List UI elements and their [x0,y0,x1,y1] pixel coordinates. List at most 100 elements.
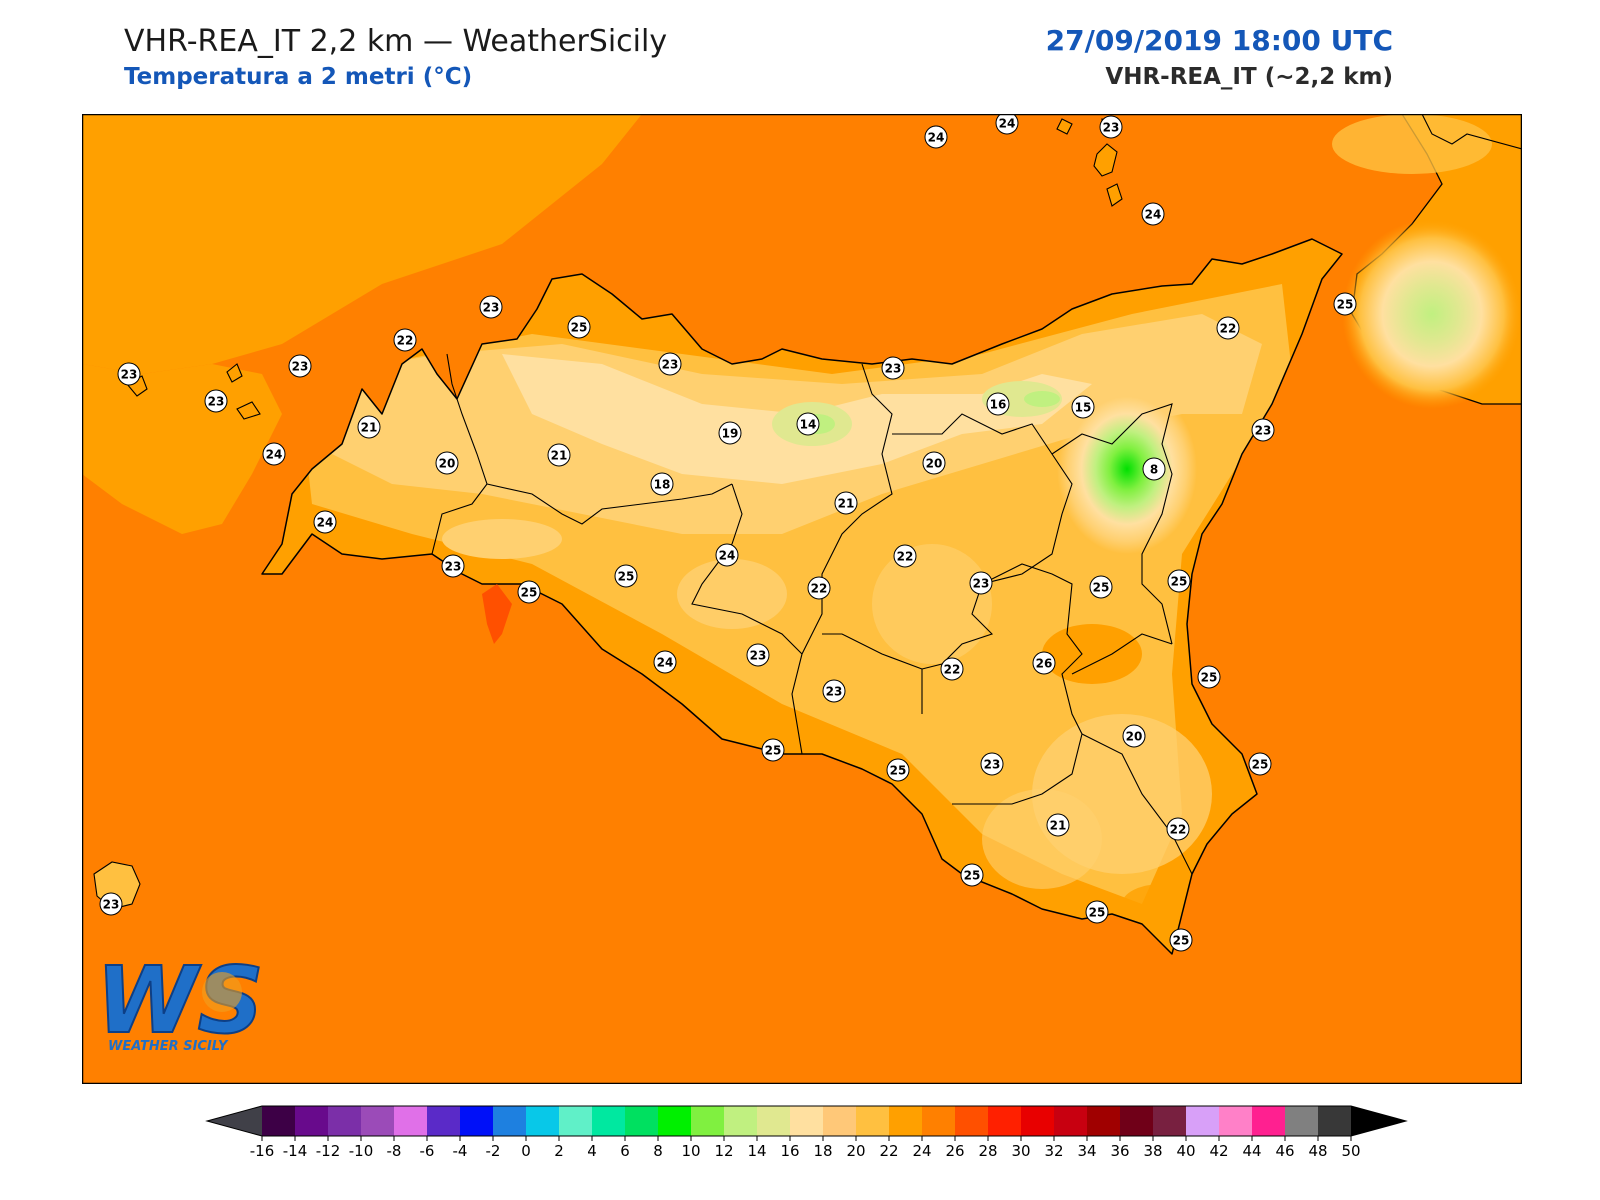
colorbar-tick-label: -2 [486,1142,501,1160]
colorbar-cell [889,1106,923,1136]
colorbar-cell [691,1106,725,1136]
colorbar-cell [955,1106,989,1136]
station-marker: 22 [940,657,964,681]
station-marker: 23 [479,295,503,319]
station-dot [441,554,465,578]
station-value: 21 [551,449,568,463]
colorbar-cell [493,1106,527,1136]
station-value: 24 [719,549,736,563]
colorbar-tick-label: 14 [747,1142,766,1160]
station-marker: 20 [922,451,946,475]
station-marker: 21 [834,491,858,515]
station-dot [1166,817,1190,841]
station-value: 25 [1171,575,1188,589]
colorbar-tick-label: 6 [620,1142,630,1160]
colorbar-cell [328,1106,362,1136]
colorbar-tick-label: 46 [1275,1142,1294,1160]
map-title: VHR-REA_IT 2,2 km — WeatherSicily [124,24,668,59]
province-borders [431,353,1193,875]
station-marker: 24 [924,125,948,149]
calabria-coast [1421,114,1522,150]
colorbar-tick-label: 22 [879,1142,898,1160]
station-marker: 16 [986,392,1010,416]
aeolian-islands [1056,118,1123,207]
station-dot [995,114,1019,135]
colorbar-tick-label: 24 [912,1142,931,1160]
station-value: 19 [722,427,739,441]
station-value: 8 [1150,463,1158,477]
station-dot [1099,115,1123,139]
station-marker: 24 [1141,202,1165,226]
station-marker: 25 [614,564,638,588]
egadi-islands [126,363,261,420]
station-marker: 25 [1248,752,1272,776]
station-marker: 14 [796,412,820,436]
colorbar-tick-label: 18 [813,1142,832,1160]
station-value: 25 [1337,298,1354,312]
station-value: 25 [571,321,588,335]
station-value: 21 [361,421,378,435]
station-value: 23 [750,649,767,663]
colorbar-max-arrow [1351,1106,1406,1136]
station-dot [1089,575,1113,599]
station-marker: 25 [960,863,984,887]
sicily-landmass [261,238,1343,955]
station-marker: 23 [969,571,993,595]
station-marker: 24 [995,114,1019,135]
station-value: 20 [926,457,943,471]
station-dot [479,295,503,319]
station-dot [715,543,739,567]
temperature-map: WS WEATHER SICILY 24 24 23 24 23 25 22 23 23 23 23… [82,114,1522,1084]
colorbar-tick-label: 42 [1209,1142,1228,1160]
colorbar-cell [1318,1106,1352,1136]
station-markers: 24 24 23 24 23 25 22 23 23 23 23 23 25 22 21 24 20 21 19 14… [99,114,1357,952]
station-value: 22 [1220,322,1237,336]
colorbar-tick-label: -10 [349,1142,374,1160]
colorbar-tick-label: 40 [1176,1142,1195,1160]
colorbar-tick-label: -4 [453,1142,468,1160]
weathersicily-logo: WS WEATHER SICILY [95,946,265,1055]
colorbar-cell [1186,1106,1220,1136]
colorbar-tick-label: 38 [1143,1142,1162,1160]
colorbar-tick-label: 2 [554,1142,564,1160]
station-dot [1141,202,1165,226]
station-dot [1142,457,1166,481]
colorbar-tick-label: -14 [283,1142,308,1160]
station-dot [1085,900,1109,924]
station-value: 23 [885,362,902,376]
station-marker: 21 [1046,813,1070,837]
station-dot [986,392,1010,416]
station-value: 23 [662,358,679,372]
calabria-north-warm [1332,114,1492,174]
station-marker: 24 [653,650,677,674]
colorbar-cell [823,1106,857,1136]
station-value: 24 [999,117,1016,131]
station-marker: 25 [567,315,591,339]
sea-warm-band [82,114,642,374]
station-value: 24 [317,516,334,530]
map-datetime: 27/09/2019 18:00 UTC [1045,24,1393,57]
station-value: 25 [618,570,635,584]
station-value: 23 [483,301,500,315]
colorbar-tick-label: -16 [250,1142,275,1160]
station-value: 23 [984,758,1001,772]
colorbar-legend: -16 -14 -12 -10 -8 -6 -4 -2 0 2 4 6 8 10 12 14 16 18 20 22 2… [205,1105,1408,1160]
station-value: 23 [1103,121,1120,135]
station-value: 22 [944,663,961,677]
colorbar-tick-label: 8 [653,1142,663,1160]
station-dot [1046,813,1070,837]
station-marker: 23 [881,356,905,380]
colorbar-tick-label: 28 [978,1142,997,1160]
colorbar-cell [856,1106,890,1136]
station-value: 21 [1050,819,1067,833]
station-dot [1071,395,1095,419]
station-dot [99,892,123,916]
colorbar-tick-label: 50 [1341,1142,1360,1160]
station-marker: 21 [547,443,571,467]
station-value: 22 [811,582,828,596]
colorbar-cell [724,1106,758,1136]
station-marker: 23 [99,892,123,916]
colorbar-cell [658,1106,692,1136]
station-value: 23 [826,685,843,699]
station-value: 23 [121,368,138,382]
